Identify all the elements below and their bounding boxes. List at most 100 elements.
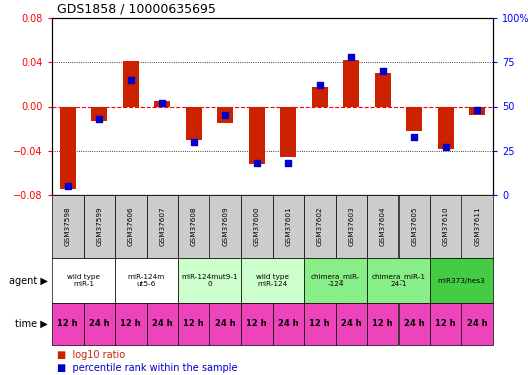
Text: 12 h: 12 h [436, 320, 456, 328]
Text: GSM37609: GSM37609 [222, 207, 228, 246]
Bar [367, 303, 399, 345]
Bar [367, 195, 399, 258]
Bar [399, 195, 430, 258]
Bar [249, 106, 265, 164]
Bar [178, 303, 210, 345]
Text: GDS1858 / 10000635695: GDS1858 / 10000635695 [57, 3, 216, 16]
Text: miR-124m
ut5-6: miR-124m ut5-6 [128, 274, 165, 287]
Text: GSM37607: GSM37607 [159, 207, 165, 246]
Point [252, 160, 261, 166]
Bar [83, 195, 115, 258]
Point [158, 100, 166, 106]
Bar [312, 87, 328, 106]
Bar [210, 303, 241, 345]
Point [473, 107, 482, 113]
Text: 12 h: 12 h [309, 320, 330, 328]
Bar [115, 195, 146, 258]
Bar [430, 258, 493, 303]
Bar [241, 303, 272, 345]
Text: GSM37602: GSM37602 [317, 207, 323, 246]
Text: 12 h: 12 h [58, 320, 78, 328]
Bar [272, 303, 304, 345]
Bar [343, 60, 359, 106]
Bar [461, 195, 493, 258]
Text: wild type
miR-1: wild type miR-1 [67, 274, 100, 287]
Point [347, 54, 355, 60]
Text: GSM37610: GSM37610 [443, 207, 449, 246]
Point [221, 112, 230, 118]
Point [127, 77, 135, 83]
Text: ■  log10 ratio: ■ log10 ratio [57, 350, 125, 360]
Bar [241, 195, 272, 258]
Bar [210, 195, 241, 258]
Bar [304, 258, 367, 303]
Bar [115, 258, 178, 303]
Text: 24 h: 24 h [467, 320, 487, 328]
Bar [335, 195, 367, 258]
Bar [123, 61, 139, 106]
Bar [430, 195, 461, 258]
Bar [399, 303, 430, 345]
Bar [52, 195, 83, 258]
Bar [304, 195, 335, 258]
Text: GSM37598: GSM37598 [65, 207, 71, 246]
Bar [83, 303, 115, 345]
Text: 12 h: 12 h [183, 320, 204, 328]
Text: GSM37600: GSM37600 [254, 207, 260, 246]
Text: time ▶: time ▶ [15, 319, 48, 329]
Bar [186, 106, 202, 140]
Text: GSM37611: GSM37611 [474, 207, 480, 246]
Bar [461, 303, 493, 345]
Text: 24 h: 24 h [215, 320, 235, 328]
Bar [115, 303, 146, 345]
Point [95, 116, 103, 122]
Bar [430, 303, 461, 345]
Text: GSM37605: GSM37605 [411, 207, 417, 246]
Text: GSM37601: GSM37601 [285, 207, 291, 246]
Bar [272, 195, 304, 258]
Point [379, 68, 387, 74]
Text: chimera_miR-
-124: chimera_miR- -124 [311, 274, 360, 287]
Text: miR-124mut9-1
0: miR-124mut9-1 0 [181, 274, 238, 287]
Bar [241, 258, 304, 303]
Point [316, 82, 324, 88]
Text: GSM37604: GSM37604 [380, 207, 386, 246]
Point [284, 160, 293, 166]
Text: 24 h: 24 h [278, 320, 298, 328]
Text: wild type
miR-124: wild type miR-124 [256, 274, 289, 287]
Bar [469, 106, 485, 116]
Point [441, 144, 450, 150]
Text: 12 h: 12 h [372, 320, 393, 328]
Text: 24 h: 24 h [341, 320, 362, 328]
Text: chimera_miR-1
24-1: chimera_miR-1 24-1 [372, 274, 426, 287]
Text: miR373/hes3: miR373/hes3 [438, 278, 485, 284]
Bar [60, 106, 76, 189]
Bar [146, 195, 178, 258]
Bar [280, 106, 296, 158]
Text: agent ▶: agent ▶ [9, 276, 48, 285]
Bar [375, 74, 391, 106]
Text: GSM37606: GSM37606 [128, 207, 134, 246]
Bar [146, 303, 178, 345]
Text: 24 h: 24 h [89, 320, 110, 328]
Bar [178, 258, 241, 303]
Point [410, 134, 419, 140]
Text: GSM37603: GSM37603 [348, 207, 354, 246]
Bar [154, 101, 170, 106]
Bar [52, 258, 115, 303]
Bar [335, 303, 367, 345]
Text: 12 h: 12 h [120, 320, 141, 328]
Bar [178, 195, 210, 258]
Point [190, 139, 198, 145]
Text: ■  percentile rank within the sample: ■ percentile rank within the sample [57, 363, 238, 373]
Bar [407, 106, 422, 131]
Text: GSM37599: GSM37599 [96, 207, 102, 246]
Point [63, 183, 72, 189]
Text: 12 h: 12 h [247, 320, 267, 328]
Bar [218, 106, 233, 123]
Text: GSM37608: GSM37608 [191, 207, 197, 246]
Text: 24 h: 24 h [152, 320, 173, 328]
Bar [52, 303, 83, 345]
Bar [367, 258, 430, 303]
Bar [304, 303, 335, 345]
